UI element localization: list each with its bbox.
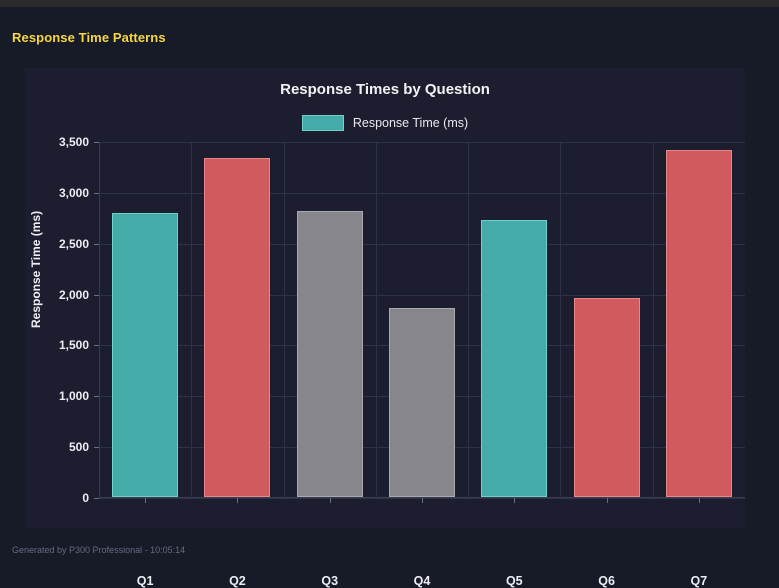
y-axis-label: Response Time (ms) — [29, 210, 43, 328]
y-tick-label: 1,500 — [58, 338, 89, 353]
x-tick-mark — [606, 498, 608, 503]
bar-q6[interactable] — [573, 297, 640, 497]
y-tick-mark — [94, 498, 99, 499]
x-gridline — [191, 142, 193, 498]
y-tick-mark — [94, 294, 99, 296]
x-gridline — [375, 142, 377, 498]
chart-legend: Response Time (ms) — [25, 115, 745, 131]
chart-panel: Response Times by Question Response Time… — [25, 68, 745, 588]
y-tick-mark — [94, 396, 99, 398]
page-title: Response Time Patterns — [12, 30, 166, 45]
x-tick-mark — [329, 498, 331, 503]
y-tick-label: 2,000 — [58, 287, 89, 302]
chart-title: Response Times by Question — [280, 81, 490, 98]
x-tick-label-q3: Q3 — [321, 574, 339, 588]
x-tick-label-q2: Q2 — [229, 574, 246, 588]
x-gridline — [560, 142, 562, 498]
x-gridline — [283, 142, 285, 498]
x-tick-label-q1: Q1 — [136, 574, 154, 588]
y-tick-label: 1,000 — [58, 389, 89, 404]
x-gridline — [652, 142, 654, 498]
x-gridline — [468, 142, 470, 498]
x-tick-mark — [237, 498, 239, 503]
y-gridline — [99, 192, 745, 194]
y-tick-mark — [94, 192, 99, 194]
bar-q5[interactable] — [481, 220, 548, 497]
bar-q7[interactable] — [665, 150, 732, 497]
y-tick-label: 3,500 — [58, 135, 89, 149]
y-gridline — [99, 142, 745, 143]
plot-area — [94, 142, 745, 503]
y-tick-mark — [94, 345, 99, 347]
y-tick-label: 0 — [82, 491, 89, 505]
y-tick-label: 3,000 — [58, 185, 89, 200]
y-tick-mark — [94, 447, 99, 449]
y-tick-label: 500 — [68, 440, 89, 455]
legend-label-response-time: Response Time (ms) — [352, 116, 469, 130]
y-gridline — [99, 243, 745, 245]
y-gridline — [99, 294, 745, 296]
footer-note: Generated by P300 Professional - 10:05:1… — [12, 545, 186, 555]
y-axis-line — [99, 142, 100, 498]
x-tick-label-q5: Q5 — [505, 574, 523, 588]
bar-q2[interactable] — [204, 157, 271, 497]
x-tick-mark — [422, 498, 423, 503]
window-top-strip — [0, 0, 779, 7]
bar-q3[interactable] — [296, 211, 363, 497]
x-tick-mark — [145, 498, 147, 503]
x-axis-line — [99, 497, 745, 498]
y-tick-mark — [94, 243, 99, 245]
x-tick-mark — [514, 498, 516, 503]
bar-q4[interactable] — [389, 308, 455, 497]
x-tick-label-q4: Q4 — [413, 574, 431, 588]
x-tick-label-q7: Q7 — [690, 574, 708, 588]
x-tick-label-q6: Q6 — [598, 574, 615, 588]
y-tick-label: 2,500 — [58, 236, 89, 251]
x-tick-mark — [698, 498, 700, 503]
y-tick-mark — [94, 142, 99, 143]
bar-q1[interactable] — [112, 213, 179, 497]
legend-swatch-response-time — [301, 115, 344, 131]
